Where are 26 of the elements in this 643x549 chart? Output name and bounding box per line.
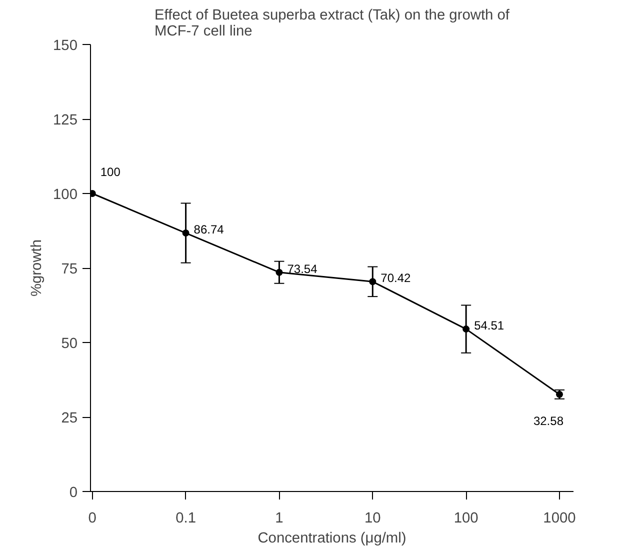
y-tick-label: 150 bbox=[53, 38, 78, 54]
data-label: 73.54 bbox=[287, 262, 318, 276]
chart-title: Effect of Buetea superba extract (Tak) on the growth of MCF-7 cell line bbox=[154, 8, 510, 40]
point bbox=[276, 268, 283, 276]
x-tick-label: 1000 bbox=[543, 510, 576, 526]
x-tick-label: 10 bbox=[364, 510, 381, 526]
y-tick-label: 125 bbox=[53, 112, 78, 128]
y-tick-label: 50 bbox=[61, 336, 78, 352]
x-tick-label: 0 bbox=[88, 510, 96, 526]
x-tick-label: 100 bbox=[454, 510, 478, 526]
y-tick-label: 0 bbox=[69, 485, 78, 501]
point bbox=[462, 326, 470, 333]
y-tick-label: 75 bbox=[61, 262, 78, 278]
y-tick-label: 100 bbox=[53, 187, 78, 203]
data-label: 32.58 bbox=[533, 414, 564, 428]
point bbox=[369, 278, 376, 286]
x-axis-title: Concentrations (μg/ml) bbox=[258, 530, 406, 546]
point bbox=[182, 230, 190, 237]
y-tick-label: 25 bbox=[61, 410, 78, 426]
y-axis-title: %growth bbox=[29, 239, 46, 297]
x-tick-label: 0.1 bbox=[176, 510, 196, 526]
x-tick-label: 1 bbox=[275, 510, 284, 526]
data-label: 86.74 bbox=[194, 222, 224, 237]
data-label: 70.42 bbox=[380, 271, 411, 286]
data-label: 100 bbox=[100, 165, 121, 179]
data-label: 54.51 bbox=[474, 318, 504, 333]
